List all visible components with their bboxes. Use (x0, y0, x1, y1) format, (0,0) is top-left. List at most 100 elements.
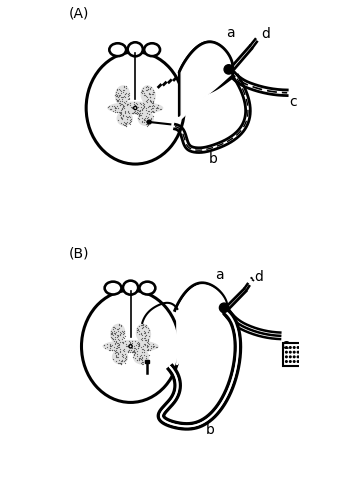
Point (144, 96, 150, 103)
Point (119, 327, 124, 335)
Point (142, 336, 148, 344)
Point (135, 114, 141, 122)
Point (123, 120, 129, 128)
Point (115, 350, 121, 358)
Point (145, 341, 150, 348)
Point (143, 83, 149, 91)
Point (131, 350, 137, 358)
Point (138, 107, 143, 114)
Point (139, 108, 145, 116)
Point (114, 343, 120, 350)
Point (123, 83, 128, 90)
Point (112, 104, 118, 111)
Circle shape (293, 355, 296, 359)
Point (101, 341, 107, 348)
Point (127, 338, 132, 346)
Point (120, 339, 126, 347)
Point (120, 338, 126, 346)
Point (150, 101, 156, 108)
Point (114, 85, 120, 93)
Ellipse shape (123, 281, 138, 295)
Point (135, 325, 141, 333)
Point (138, 112, 144, 120)
Text: d: d (254, 270, 263, 284)
Point (142, 341, 147, 348)
Point (104, 340, 110, 348)
Text: (B): (B) (69, 247, 89, 261)
Point (149, 107, 155, 115)
Point (130, 353, 136, 360)
Point (119, 104, 124, 112)
Point (118, 90, 124, 97)
Point (106, 103, 111, 111)
Ellipse shape (136, 324, 151, 343)
Ellipse shape (144, 43, 160, 56)
Point (115, 96, 120, 104)
Point (124, 112, 130, 120)
Point (113, 90, 119, 98)
Point (141, 103, 147, 110)
Point (114, 108, 120, 116)
Point (143, 331, 149, 339)
Point (135, 326, 141, 334)
Point (145, 336, 151, 344)
Point (143, 322, 149, 329)
Point (129, 104, 135, 112)
Point (118, 113, 124, 121)
Point (135, 338, 141, 346)
Point (108, 342, 114, 350)
Point (138, 330, 144, 338)
Point (127, 116, 133, 123)
Point (111, 323, 117, 331)
Point (134, 356, 140, 363)
Point (149, 342, 154, 350)
Point (113, 89, 119, 96)
Ellipse shape (103, 340, 159, 353)
Point (111, 346, 117, 354)
Point (112, 349, 118, 357)
Circle shape (285, 351, 288, 354)
Point (121, 118, 127, 125)
Point (110, 347, 115, 354)
Point (132, 345, 138, 352)
Ellipse shape (138, 111, 154, 126)
Point (144, 98, 150, 106)
Point (132, 337, 138, 345)
Point (133, 345, 139, 353)
Point (116, 108, 122, 115)
Point (144, 93, 150, 100)
Point (139, 356, 145, 364)
Point (113, 337, 119, 345)
Point (146, 108, 152, 115)
Circle shape (293, 351, 296, 354)
Point (118, 321, 124, 329)
Point (125, 348, 131, 356)
Point (128, 104, 134, 111)
Point (148, 114, 154, 121)
Point (140, 320, 146, 328)
Point (115, 336, 121, 343)
Point (126, 89, 132, 96)
Point (125, 92, 131, 99)
Point (124, 118, 130, 126)
Point (136, 354, 142, 361)
Point (120, 120, 126, 128)
Point (113, 345, 119, 352)
Point (138, 329, 144, 336)
Point (123, 342, 129, 349)
Point (136, 356, 142, 364)
Point (145, 103, 151, 111)
Point (144, 116, 150, 124)
Point (115, 332, 120, 340)
Point (113, 92, 119, 100)
Point (123, 122, 128, 130)
Point (121, 357, 127, 365)
Point (120, 101, 126, 109)
Point (145, 120, 151, 127)
Point (118, 348, 123, 356)
Point (121, 82, 127, 90)
Point (137, 109, 143, 117)
Point (136, 112, 142, 120)
Point (122, 109, 128, 117)
Point (107, 341, 113, 349)
